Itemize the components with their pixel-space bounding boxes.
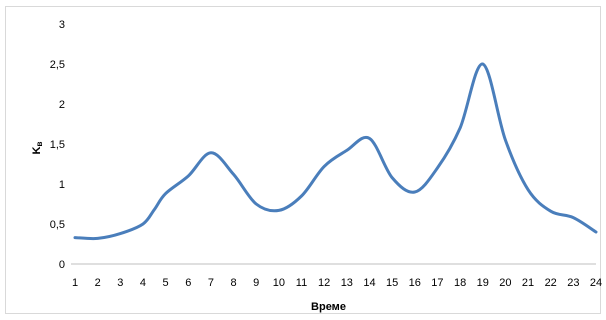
y-tick-label: 0,5 [50,219,65,231]
x-tick-label: 18 [454,277,466,289]
chart-frame [5,6,601,314]
x-tick-label: 8 [231,277,237,289]
y-tick-label: 2,5 [50,59,65,71]
x-tick-label: 14 [363,277,375,289]
x-tick-label: 20 [499,277,511,289]
x-tick-label: 19 [477,277,489,289]
y-axis-title: Kв [31,141,44,154]
x-tick-label: 12 [318,277,330,289]
x-tick-label: 15 [386,277,398,289]
x-tick-label: 13 [341,277,353,289]
x-tick-label: 22 [545,277,557,289]
x-tick-label: 11 [296,277,307,289]
x-tick-label: 7 [208,277,214,289]
x-tick-labels: 1 2 3 4 5 6 7 8 9 10 11 12 13 14 15 16 17 18 19 20 21 22 23 24 [72,277,602,289]
x-tick-label: 23 [567,277,579,289]
x-tick-label: 1 [72,277,78,289]
x-axis-title: Време [311,301,346,313]
x-tick-label: 4 [140,277,146,289]
x-tick-label: 5 [163,277,169,289]
y-axis-title-subscript: в [35,141,44,146]
x-tick-label: 3 [117,277,123,289]
y-tick-label: 2 [59,99,65,111]
y-tick-label: 3 [59,19,65,31]
x-tick-label: 16 [409,277,421,289]
x-tick-label: 17 [431,277,443,289]
y-tick-labels: 0 0,5 1 1,5 2 2,5 3 [50,19,65,271]
x-tick-label: 10 [273,277,285,289]
y-axis-title-main: K [31,146,43,154]
y-tick-label: 0 [59,259,65,271]
x-tick-label: 24 [590,277,602,289]
x-tick-label: 2 [95,277,101,289]
series-line [73,62,598,241]
x-tick-label: 9 [253,277,259,289]
x-tick-label: 21 [522,277,534,289]
y-tick-label: 1 [59,179,65,191]
x-tick-label: 6 [185,277,191,289]
y-tick-label: 1,5 [50,139,65,151]
